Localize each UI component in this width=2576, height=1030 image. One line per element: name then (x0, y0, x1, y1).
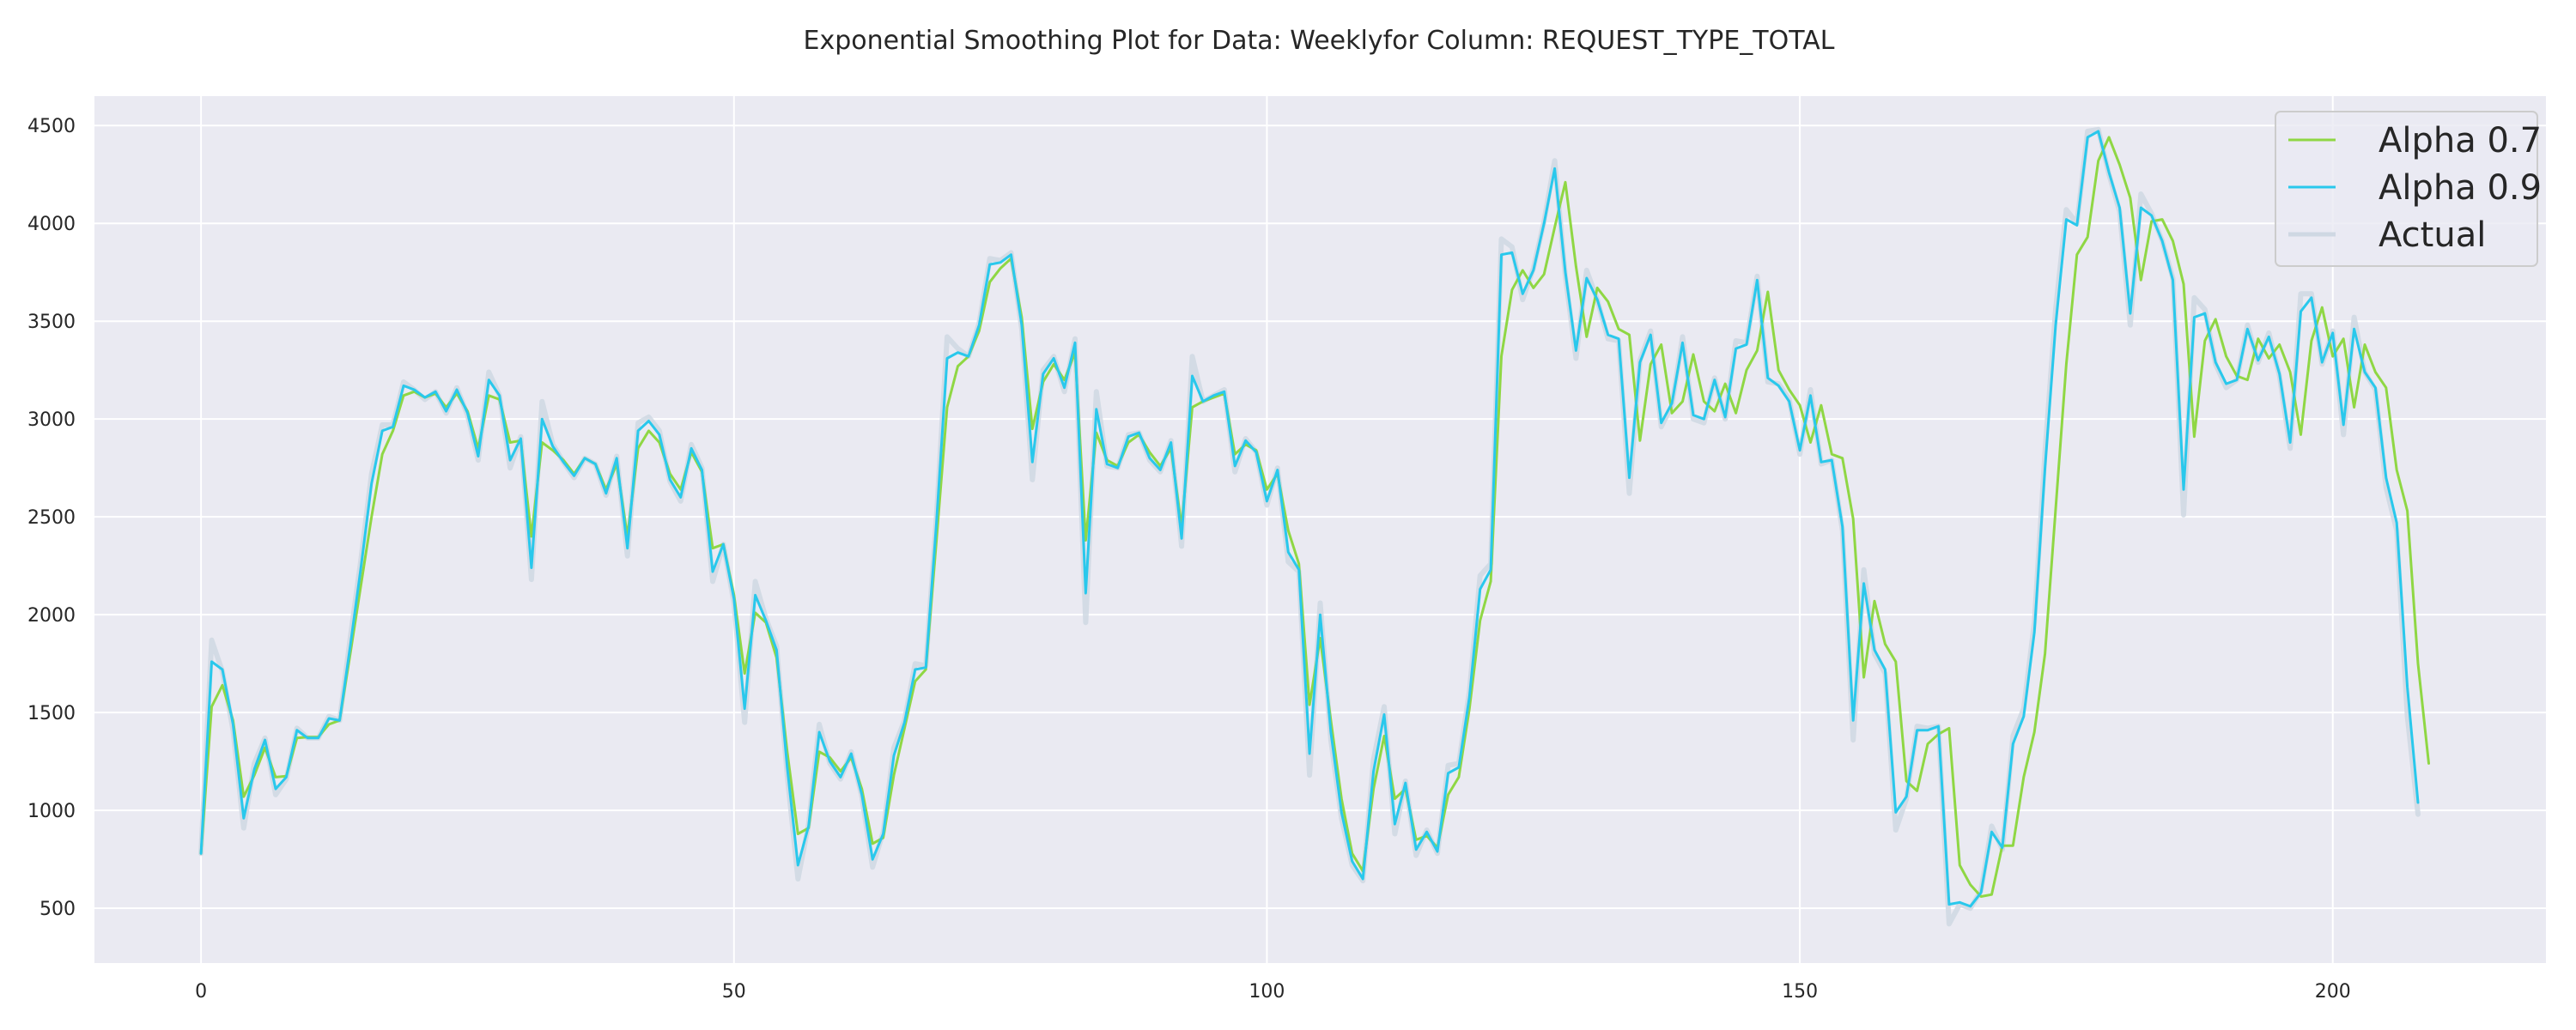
y-tick-label: 4000 (27, 214, 76, 235)
y-tick-label: 3000 (27, 409, 76, 431)
grid-lines (94, 96, 2546, 963)
x-tick-label: 150 (1782, 981, 1818, 1003)
series-line-alpha-0-9 (199, 130, 2420, 908)
legend-label-alpha-0-9: Alpha 0.9 (2379, 168, 2542, 208)
x-tick-label: 100 (1249, 981, 1285, 1003)
legend-label-actual: Actual (2379, 215, 2486, 255)
y-tick-label: 2500 (27, 507, 76, 529)
y-tick-label: 1000 (27, 801, 76, 822)
y-tick-label: 2000 (27, 605, 76, 627)
x-tick-label: 50 (722, 981, 746, 1003)
axis-ticks: 0 50 100 150 200 500 1000 1500 2000 2500 3000 3500 4… (27, 116, 2351, 1003)
y-tick-label: 4500 (27, 116, 76, 137)
legend: Alpha 0.7 Alpha 0.9 Actual (2275, 111, 2542, 267)
y-tick-label: 500 (39, 899, 76, 920)
legend-box (2275, 111, 2538, 267)
x-tick-label: 0 (195, 981, 207, 1003)
x-tick-label: 200 (2315, 981, 2351, 1003)
y-tick-label: 3500 (27, 312, 76, 333)
plot-area (94, 96, 2546, 963)
y-tick-label: 1500 (27, 703, 76, 724)
series-lines (198, 126, 2430, 927)
legend-label-alpha-0-7: Alpha 0.7 (2379, 121, 2542, 161)
chart-title: Exponential Smoothing Plot for Data: Wee… (804, 26, 1835, 56)
